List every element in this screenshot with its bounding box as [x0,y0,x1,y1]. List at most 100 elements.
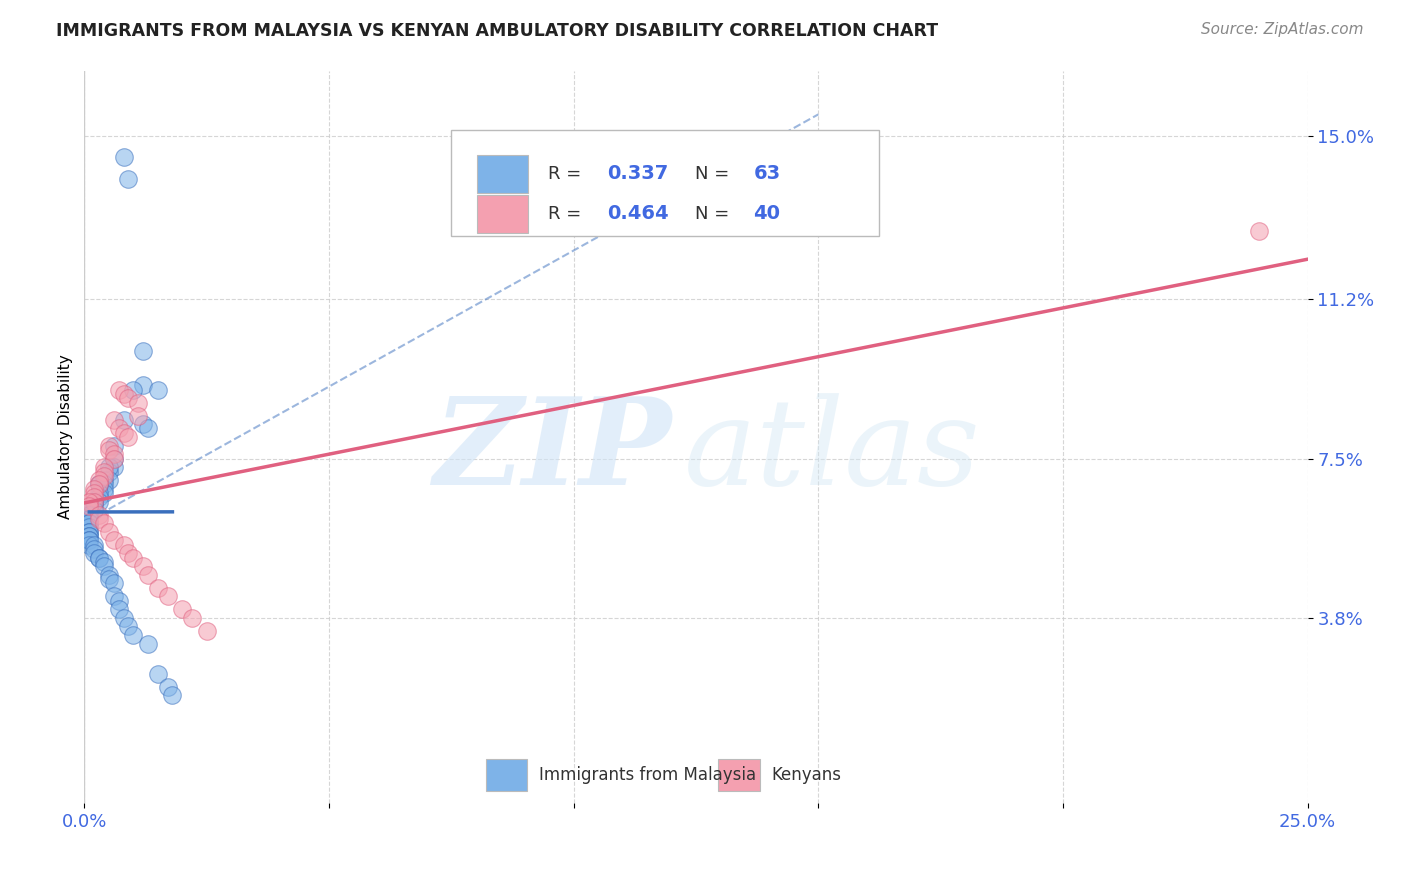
Y-axis label: Ambulatory Disability: Ambulatory Disability [58,355,73,519]
Point [195,624,218,638]
Point [83,494,105,508]
Point [107,421,129,435]
Point [83,486,105,500]
Point [146,383,169,397]
Point [97,567,120,582]
Point [77,524,100,539]
Point [77,499,100,513]
Point [77,529,100,543]
Point [132,378,155,392]
Text: 40: 40 [754,204,780,224]
Point [77,538,100,552]
FancyBboxPatch shape [477,154,529,193]
Point [93,516,115,530]
Point [103,576,125,591]
FancyBboxPatch shape [718,759,759,791]
Point [87,477,110,491]
Point [87,550,110,565]
Point [112,425,135,440]
Text: 63: 63 [754,164,780,183]
Point [83,503,105,517]
Point [77,533,100,548]
Point [97,460,120,475]
Point [77,512,100,526]
Point [132,559,155,574]
Point [103,589,125,603]
Point [77,516,100,530]
Point [93,477,115,491]
Point [136,421,159,435]
Point [117,172,139,186]
Point [93,465,115,479]
Text: 0.464: 0.464 [606,204,668,224]
Point [93,559,115,574]
Point [97,473,120,487]
Text: ZIP: ZIP [433,392,672,511]
Point [127,409,149,423]
Text: 0.337: 0.337 [606,164,668,183]
Point [122,628,145,642]
Point [97,572,120,586]
Point [93,460,115,475]
Point [83,499,105,513]
Point [93,468,115,483]
Point [83,494,105,508]
Point [107,383,129,397]
Point [103,413,125,427]
Point [127,395,149,409]
Point [107,602,129,616]
Point [103,533,125,548]
FancyBboxPatch shape [485,759,527,791]
Point [87,477,110,491]
Point [112,611,135,625]
FancyBboxPatch shape [451,130,880,235]
Point [97,465,120,479]
Point [97,442,120,457]
Point [87,550,110,565]
Point [77,494,100,508]
Point [103,451,125,466]
FancyBboxPatch shape [477,195,529,233]
Text: N =: N = [695,165,735,183]
Point [156,589,179,603]
Point [117,430,139,444]
Point [146,581,169,595]
Point [172,602,194,616]
Point [1247,223,1270,237]
Point [112,413,135,427]
Point [77,524,100,539]
Point [93,473,115,487]
Point [103,460,125,475]
Point [97,524,120,539]
Point [122,550,145,565]
Point [136,637,159,651]
Point [87,508,110,522]
Point [93,482,115,496]
Text: R =: R = [548,205,586,223]
Point [103,439,125,453]
Point [117,392,139,406]
Point [87,473,110,487]
Point [136,567,159,582]
Point [103,451,125,466]
Point [87,486,110,500]
Point [77,533,100,548]
Point [93,486,115,500]
Point [162,688,184,702]
Point [77,529,100,543]
Point [93,555,115,569]
Point [83,538,105,552]
Point [87,494,110,508]
Point [87,477,110,491]
Point [77,508,100,522]
Text: atlas: atlas [683,393,980,510]
Text: IMMIGRANTS FROM MALAYSIA VS KENYAN AMBULATORY DISABILITY CORRELATION CHART: IMMIGRANTS FROM MALAYSIA VS KENYAN AMBUL… [56,22,938,40]
Point [132,417,155,432]
Text: R =: R = [548,165,586,183]
Point [117,619,139,633]
Point [112,150,135,164]
Point [83,546,105,560]
Point [112,387,135,401]
Point [83,482,105,496]
Point [77,516,100,530]
